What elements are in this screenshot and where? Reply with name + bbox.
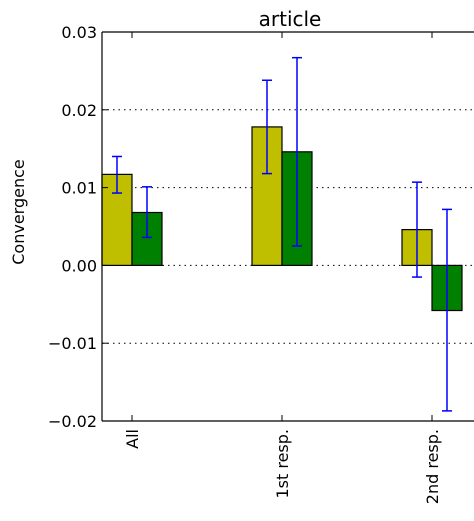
x-tick-label: 1st resp.	[273, 429, 292, 499]
chart-title: article	[259, 7, 322, 31]
axes	[101, 31, 474, 422]
x-tick-label: 2nd resp.	[423, 429, 442, 504]
y-axis-label: Convergence	[9, 159, 28, 265]
y-tick-label: 0.00	[61, 256, 97, 275]
y-tick-label: 0.03	[61, 23, 97, 42]
y-ticks: −0.02 −0.01 0.00 0.01 0.02 0.03	[48, 23, 108, 431]
y-tick-label: −0.02	[48, 412, 97, 431]
x-ticks: All 1st resp. 2nd resp.	[123, 32, 442, 504]
y-tick-label: −0.01	[48, 334, 97, 353]
error-bars	[112, 56, 452, 412]
bars	[101, 126, 463, 312]
y-tick-label: 0.01	[61, 179, 97, 198]
x-tick-label: All	[123, 429, 142, 449]
y-tick-label: 0.02	[61, 101, 97, 120]
